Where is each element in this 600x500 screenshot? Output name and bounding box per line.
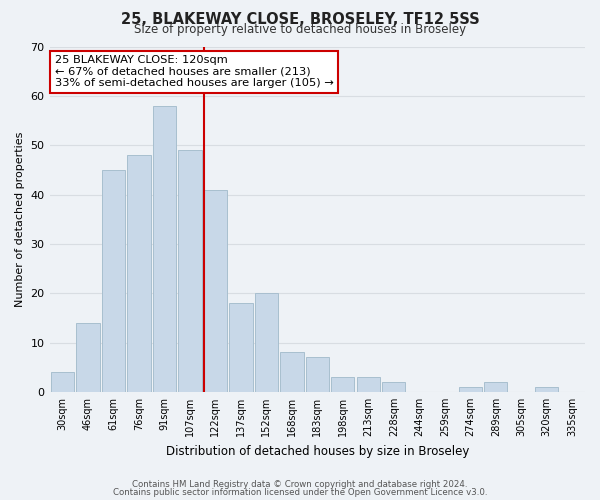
Bar <box>152 106 176 392</box>
Bar <box>254 293 278 392</box>
X-axis label: Distribution of detached houses by size in Broseley: Distribution of detached houses by size … <box>166 444 469 458</box>
Bar <box>280 352 304 392</box>
Text: Contains HM Land Registry data © Crown copyright and database right 2024.: Contains HM Land Registry data © Crown c… <box>132 480 468 489</box>
Bar <box>535 387 559 392</box>
Text: Contains public sector information licensed under the Open Government Licence v3: Contains public sector information licen… <box>113 488 487 497</box>
Text: 25 BLAKEWAY CLOSE: 120sqm
← 67% of detached houses are smaller (213)
33% of semi: 25 BLAKEWAY CLOSE: 120sqm ← 67% of detac… <box>55 55 334 88</box>
Text: 25, BLAKEWAY CLOSE, BROSELEY, TF12 5SS: 25, BLAKEWAY CLOSE, BROSELEY, TF12 5SS <box>121 12 479 28</box>
Bar <box>458 387 482 392</box>
Bar <box>484 382 508 392</box>
Bar <box>229 303 253 392</box>
Text: Size of property relative to detached houses in Broseley: Size of property relative to detached ho… <box>134 24 466 36</box>
Bar <box>101 170 125 392</box>
Bar <box>178 150 202 392</box>
Bar <box>127 155 151 392</box>
Bar <box>203 190 227 392</box>
Y-axis label: Number of detached properties: Number of detached properties <box>15 132 25 307</box>
Bar <box>50 372 74 392</box>
Bar <box>382 382 406 392</box>
Bar <box>76 323 100 392</box>
Bar <box>305 358 329 392</box>
Bar <box>331 377 355 392</box>
Bar <box>356 377 380 392</box>
